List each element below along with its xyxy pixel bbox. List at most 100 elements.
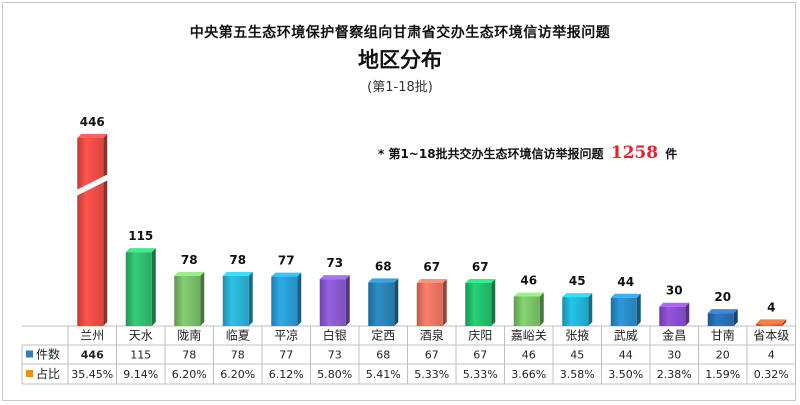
value-label-2: 78: [181, 253, 198, 267]
share-cell-0: 35.45%: [71, 368, 113, 381]
bar-top-7: [416, 278, 447, 283]
bar-top-1: [125, 248, 156, 253]
share-cell-5: 5.80%: [317, 368, 352, 381]
bar-side-11: [636, 293, 641, 326]
total-note: * 第1~18批共交办生态环境信访举报问题 1258 件: [378, 143, 677, 163]
total-count: 1258: [610, 143, 659, 163]
value-label-10: 45: [569, 274, 586, 288]
share-cell-9: 3.66%: [511, 368, 546, 381]
chart-batch-label: (第1-18批): [367, 80, 433, 95]
value-label-11: 44: [617, 275, 634, 289]
value-label-12: 30: [666, 284, 683, 298]
bar-top-14: [756, 319, 787, 324]
bar-top-3: [222, 271, 253, 276]
bar-side-10: [588, 293, 593, 326]
bar-side-3: [248, 271, 253, 326]
bar-side-13: [733, 309, 738, 326]
share-cell-4: 6.12%: [269, 368, 304, 381]
bar-4: [271, 276, 298, 326]
bar-side-8: [491, 278, 496, 326]
category-label-4: 平凉: [274, 328, 298, 343]
share-cell-1: 9.14%: [123, 368, 158, 381]
bar-top-9: [513, 292, 544, 297]
count-cell-5: 73: [328, 349, 342, 362]
bar-side-9: [539, 292, 544, 326]
count-cell-6: 68: [376, 349, 390, 362]
count-cell-11: 44: [619, 349, 633, 362]
count-cell-0: 446: [81, 349, 104, 362]
bar-3: [222, 275, 249, 326]
category-label-3: 临夏: [226, 329, 250, 343]
bar-side-1: [151, 248, 156, 326]
axis-break: [74, 173, 111, 197]
count-cell-10: 45: [570, 349, 584, 362]
legend-marker-count: [26, 350, 33, 358]
bar-top-11: [610, 293, 641, 298]
chart-title: 中央第五生态环境保护督察组向甘肃省交办生态环境信访举报问题: [189, 25, 611, 41]
legend-label-count: 件数: [36, 347, 60, 362]
value-label-6: 68: [375, 259, 392, 273]
bar-side-0: [103, 134, 108, 326]
value-label-13: 20: [714, 290, 731, 304]
bar-top-12: [659, 302, 690, 307]
bar-8: [465, 282, 492, 326]
bar-top-8: [465, 278, 496, 283]
category-label-0: 兰州: [80, 329, 104, 343]
bar-0: [77, 138, 104, 326]
category-label-2: 陇南: [177, 328, 201, 343]
total-note-prefix: * 第1~18批共交办生态环境信访举报问题: [378, 147, 604, 161]
bar-7: [416, 282, 443, 326]
category-label-9: 嘉峪关: [511, 329, 547, 343]
value-label-4: 77: [278, 254, 295, 268]
bar-side-2: [200, 271, 205, 326]
share-cell-11: 3.50%: [608, 368, 643, 381]
share-cell-2: 6.20%: [172, 368, 207, 381]
bar-10: [562, 297, 589, 326]
bar-6: [368, 282, 395, 326]
share-cell-3: 6.20%: [220, 368, 255, 381]
share-cell-14: 0.32%: [754, 368, 789, 381]
value-label-14: 4: [767, 300, 775, 314]
bar-9: [513, 296, 540, 326]
share-cell-6: 5.41%: [366, 368, 401, 381]
category-label-13: 甘南: [711, 328, 735, 343]
bar-side-7: [442, 278, 447, 326]
bar-top-10: [562, 293, 593, 298]
bar-top-13: [707, 309, 738, 314]
share-cell-10: 3.58%: [560, 368, 595, 381]
bar-top-6: [368, 278, 399, 283]
category-label-6: 定西: [371, 328, 395, 343]
count-cell-12: 30: [667, 349, 681, 362]
category-label-12: 金昌: [662, 328, 686, 343]
count-cell-2: 78: [182, 349, 196, 362]
count-cell-13: 20: [716, 349, 730, 362]
count-cell-1: 115: [130, 349, 151, 362]
bar-side-12: [685, 302, 690, 326]
legend-label-share: 占比: [36, 366, 60, 381]
bar-top-5: [319, 275, 350, 280]
value-label-9: 46: [520, 273, 537, 287]
share-cell-13: 1.59%: [705, 368, 740, 381]
value-label-0: 446: [80, 115, 105, 129]
share-cell-8: 5.33%: [463, 368, 498, 381]
value-label-8: 67: [472, 260, 489, 274]
count-cell-9: 46: [522, 349, 536, 362]
value-label-3: 78: [229, 253, 246, 267]
bar-side-4: [297, 272, 302, 326]
count-cell-7: 67: [425, 349, 439, 362]
category-label-10: 张掖: [565, 329, 589, 343]
bar-12: [659, 306, 686, 326]
share-cell-7: 5.33%: [414, 368, 449, 381]
share-cell-12: 2.38%: [657, 368, 692, 381]
count-cell-3: 78: [231, 349, 245, 362]
legend-marker-share: [26, 370, 33, 377]
value-label-5: 73: [326, 256, 343, 270]
total-unit: 件: [665, 147, 678, 161]
count-cell-8: 67: [473, 349, 487, 362]
chart-subtitle: 地区分布: [358, 48, 442, 72]
bar-13: [707, 313, 734, 326]
bar-top-0: [77, 134, 108, 138]
category-label-5: 白银: [323, 328, 347, 343]
category-label-11: 武威: [614, 329, 638, 343]
bar-1: [125, 252, 152, 326]
